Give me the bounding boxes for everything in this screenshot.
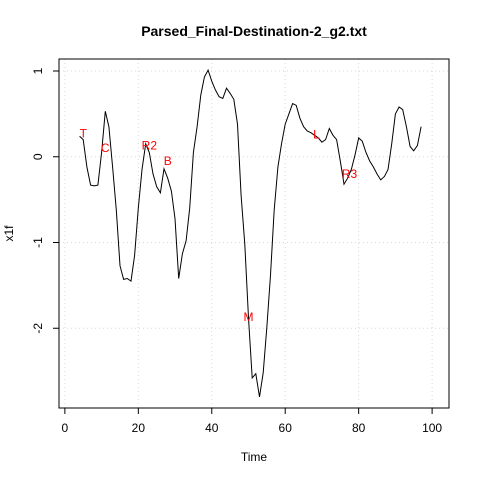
annotation-label: M [243,310,253,324]
annotation-label: R2 [142,139,158,153]
y-tick-label: 0 [31,153,45,160]
x-tick-label: 20 [132,421,146,435]
x-tick-label: 100 [422,421,442,435]
x-tick-label: 80 [352,421,366,435]
grid-lines [59,59,449,408]
annotations-layer: TC R2 B M L R3 [80,127,358,325]
y-axis-label: x1f [2,225,16,242]
annotation-label: C [101,141,110,155]
y-tick-label: -1 [31,237,45,248]
annotation-label: R3 [342,167,358,181]
annotation-label: L [313,127,320,141]
x-tick-label: 0 [62,421,69,435]
series-line [79,68,422,397]
x-tick-label: 40 [205,421,219,435]
annotation-label: B [164,154,172,168]
annotation-label: T [80,127,88,141]
x-tick-label: 60 [279,421,293,435]
series-layer [79,68,422,397]
axes-layer: 0 20 40 60 80 100 1 0 -1 -2 [31,67,442,435]
chart-title: Parsed_Final-Destination-2_g2.txt [141,23,367,39]
x-axis-label: Time [241,450,268,464]
y-tick-label: 1 [31,67,45,74]
y-tick-label: -2 [31,323,45,334]
